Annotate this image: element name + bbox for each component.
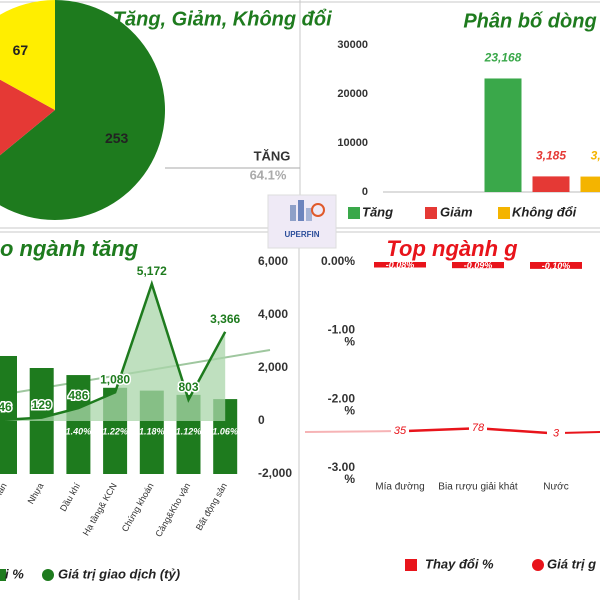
x-tick-label: Nhựa	[26, 481, 46, 506]
tick-part: -1.00	[328, 323, 356, 337]
legend-label: Giảm	[440, 204, 473, 219]
y-tick-label: -1.00%	[328, 323, 356, 349]
bar	[484, 78, 522, 192]
point-label: 1,080	[100, 373, 130, 387]
tick-part: %	[344, 404, 355, 418]
x-tick-label: Dầu khí	[58, 481, 82, 513]
y-tick-label: 20000	[337, 88, 368, 100]
line-stub	[559, 431, 600, 434]
x-tick-label: Bất động sản	[194, 481, 229, 532]
x-tick-label: Hạ tầng& KCN	[81, 481, 119, 537]
y2-tick-label: -2,000	[258, 466, 292, 480]
callout-label: TĂNG	[254, 148, 291, 163]
legend-swatch	[425, 207, 437, 219]
point-label: 78	[472, 422, 485, 434]
bar-value-label: 23,168	[484, 51, 522, 65]
pie-slice	[0, 0, 165, 220]
x-tick-label: Mía đường	[375, 482, 424, 493]
point-label: 3	[553, 427, 560, 439]
bar-value-label: -0.09%	[464, 260, 493, 270]
point-label: 129	[32, 398, 52, 412]
bar-value-label: 1.40%	[66, 426, 92, 436]
legend-swatch	[405, 559, 417, 571]
bar-value-label: 1.06%	[212, 426, 238, 436]
point-label: 46	[0, 400, 12, 414]
x-tick-label: Chứng khoán	[120, 481, 156, 533]
bar	[580, 176, 600, 192]
point-label: 35	[394, 425, 407, 437]
legend-swatch	[42, 569, 54, 581]
y-tick-label: 0	[362, 186, 368, 198]
y-tick-label: 30000	[337, 39, 368, 51]
bar	[374, 262, 426, 268]
tick-part: -2.00	[328, 392, 356, 406]
y-tick-label: -3.00%	[328, 460, 356, 486]
y-tick-label: -2.00%	[328, 392, 356, 418]
legend-label: Không đổi	[512, 204, 577, 219]
slice-label: 67	[13, 42, 29, 58]
point-label-bg	[391, 424, 409, 439]
callout-share: 64.1%	[250, 167, 287, 182]
bar	[66, 375, 91, 474]
x-tick-label: Nước	[543, 482, 568, 493]
tick-part: -3.00	[328, 460, 356, 474]
bar-value-label: 1.18%	[139, 426, 165, 436]
bar-value-label: -0.08%	[386, 260, 415, 270]
line-stub	[304, 430, 401, 433]
bar	[530, 262, 582, 269]
point-label-bg	[547, 426, 565, 441]
chart-title: iếu Tăng, Giảm, Không đổi	[78, 8, 332, 30]
bar-value-label: -0.10%	[542, 261, 571, 271]
bar-value-label: 1.22%	[102, 426, 128, 436]
x-tick-label: Bia rượu giải khát	[438, 482, 518, 493]
point-label: 486	[68, 388, 88, 402]
chart-title: Top ngành g	[386, 236, 518, 261]
legend-label: Giá trị giao dịch (tỷ)	[58, 566, 180, 581]
legend-label: i %	[5, 566, 24, 581]
y2-tick-label: 4,000	[258, 307, 288, 321]
slice-label: 253	[105, 130, 129, 146]
chart-title: o ngành tăng	[0, 236, 139, 261]
y2-tick-label: 2,000	[258, 360, 288, 374]
tick-part: %	[344, 472, 355, 486]
bar-value-label: 1.12%	[176, 426, 202, 436]
y-tick-label: 10000	[337, 137, 368, 149]
legend-label: Thay đổi %	[425, 556, 494, 571]
chart-title: Phân bố dòng	[463, 10, 596, 32]
logo-text: UPERFIN	[284, 230, 319, 239]
legend-label: Giá trị g	[547, 556, 596, 571]
legend-swatch	[532, 559, 544, 571]
point-label: 3,366	[210, 312, 240, 326]
y2-tick-label: 0	[258, 413, 265, 427]
bar	[452, 262, 504, 269]
y2-tick-label: 6,000	[258, 254, 288, 268]
point-label: 5,172	[137, 264, 167, 278]
legend-swatch	[348, 207, 360, 219]
x-tick-label: hân	[0, 481, 9, 499]
pie-slice	[0, 0, 55, 110]
y-tick-label: 0.00%	[321, 254, 355, 268]
pie-slice	[0, 79, 55, 156]
point-label-bg	[469, 421, 487, 436]
bar-value-label: 3,1	[591, 149, 600, 163]
legend-swatch	[498, 207, 510, 219]
legend-label: Tăng	[362, 204, 393, 219]
area	[5, 283, 226, 421]
point-label: 803	[178, 380, 198, 394]
bar-value-label: 3,185	[536, 149, 566, 163]
logo: UPERFIN	[267, 194, 337, 249]
legend-swatch	[0, 569, 6, 581]
x-tick-label: Cảng&Kho vận	[153, 481, 192, 538]
bar	[0, 355, 17, 474]
tick-part: %	[344, 335, 355, 349]
bar	[532, 176, 570, 192]
line	[4, 279, 227, 422]
